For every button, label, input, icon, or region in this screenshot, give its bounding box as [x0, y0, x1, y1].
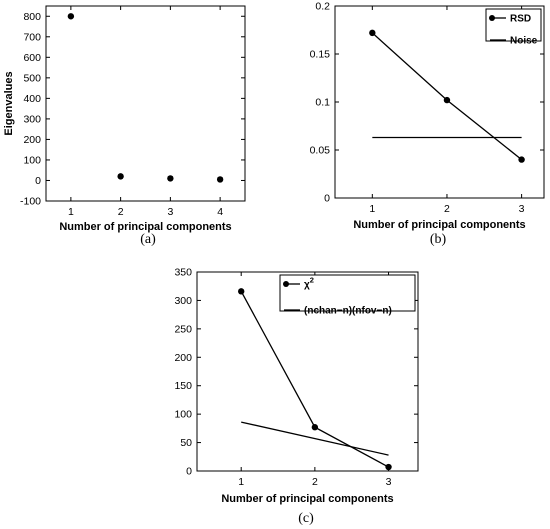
y-tick-label: 700 [23, 31, 41, 43]
data-point [311, 424, 319, 431]
y-tick-label: 0.1 [315, 97, 330, 109]
x-tick-label: 3 [167, 206, 173, 218]
y-tick-label: 0 [324, 193, 330, 205]
data-point [385, 463, 392, 471]
chart-c: 1 2 3 0 50 100 150 200 250 300 350 Number of princi… [174, 267, 419, 526]
y-tick-label: 100 [174, 409, 192, 421]
x-axis-label: Number of principal components [59, 221, 231, 233]
legend-marker [283, 281, 289, 287]
y-tick-label: 100 [23, 154, 41, 166]
legend-marker [489, 15, 495, 21]
legend-label: χ2 [304, 276, 314, 291]
legend-label: RSD [510, 14, 531, 25]
subfigure-label: (a) [140, 232, 156, 247]
y-tick-label: 350 [174, 267, 192, 279]
data-point [443, 96, 451, 104]
subfigure-label: (b) [430, 232, 447, 247]
y-tick-label: 300 [174, 295, 192, 307]
x-tick-label: 4 [217, 206, 223, 218]
data-point [117, 173, 124, 180]
x-tick-label: 1 [238, 476, 244, 488]
legend-label: Noise [510, 36, 538, 47]
y-tick-label: 0.2 [315, 1, 330, 13]
x-tick-label: 1 [68, 206, 74, 218]
y-tick-label: 600 [23, 52, 41, 64]
series-line-1 [241, 421, 389, 456]
data-point [167, 175, 174, 182]
x-tick-label: 3 [519, 203, 525, 215]
x-tick-label: 2 [118, 206, 124, 218]
plot-frame [196, 271, 419, 472]
series-line-0 [371, 32, 523, 161]
y-tick-label: 400 [23, 93, 41, 105]
x-axis-label: Number of principal components [353, 219, 525, 231]
y-tick-label: 0 [186, 466, 192, 478]
x-tick-label: 1 [369, 203, 375, 215]
y-tick-label: 150 [174, 380, 192, 392]
legend-box [279, 274, 416, 312]
series-line-0 [240, 291, 389, 468]
legend-label: (nchan−n)(nfov−n) [304, 306, 392, 317]
data-point [369, 29, 376, 37]
x-tick-label: 2 [312, 476, 318, 488]
y-tick-label: 0.05 [310, 145, 331, 157]
chart-b: 1 2 3 0 0.05 0.1 0.15 0.2 Number of principal co… [310, 1, 545, 247]
y-axis-label: Eigenvalues [3, 71, 15, 135]
data-point [67, 13, 75, 20]
y-tick-label: -100 [20, 196, 41, 208]
subfigure-label: (c) [298, 511, 314, 526]
x-tick-label: 2 [444, 203, 450, 215]
y-tick-label: 0.15 [310, 49, 331, 61]
y-tick-label: 200 [174, 352, 192, 364]
y-tick-label: 300 [23, 113, 41, 125]
y-tick-label: 250 [174, 323, 192, 335]
chart-a: 1 2 3 4 -100 0 100 200 300 400 500 600 700 800 Number … [3, 5, 246, 247]
data-point [518, 156, 525, 163]
y-tick-label: 200 [23, 134, 41, 146]
y-tick-label: 50 [180, 437, 192, 449]
plot-frame [45, 5, 246, 202]
y-tick-label: 500 [23, 72, 41, 84]
data-point [238, 288, 245, 295]
x-axis-label: Number of principal components [221, 493, 393, 505]
y-tick-label: 0 [35, 175, 41, 187]
y-tick-label: 800 [23, 11, 41, 23]
legend-box [485, 8, 542, 42]
x-tick-label: 3 [386, 476, 392, 488]
data-point [216, 176, 224, 183]
